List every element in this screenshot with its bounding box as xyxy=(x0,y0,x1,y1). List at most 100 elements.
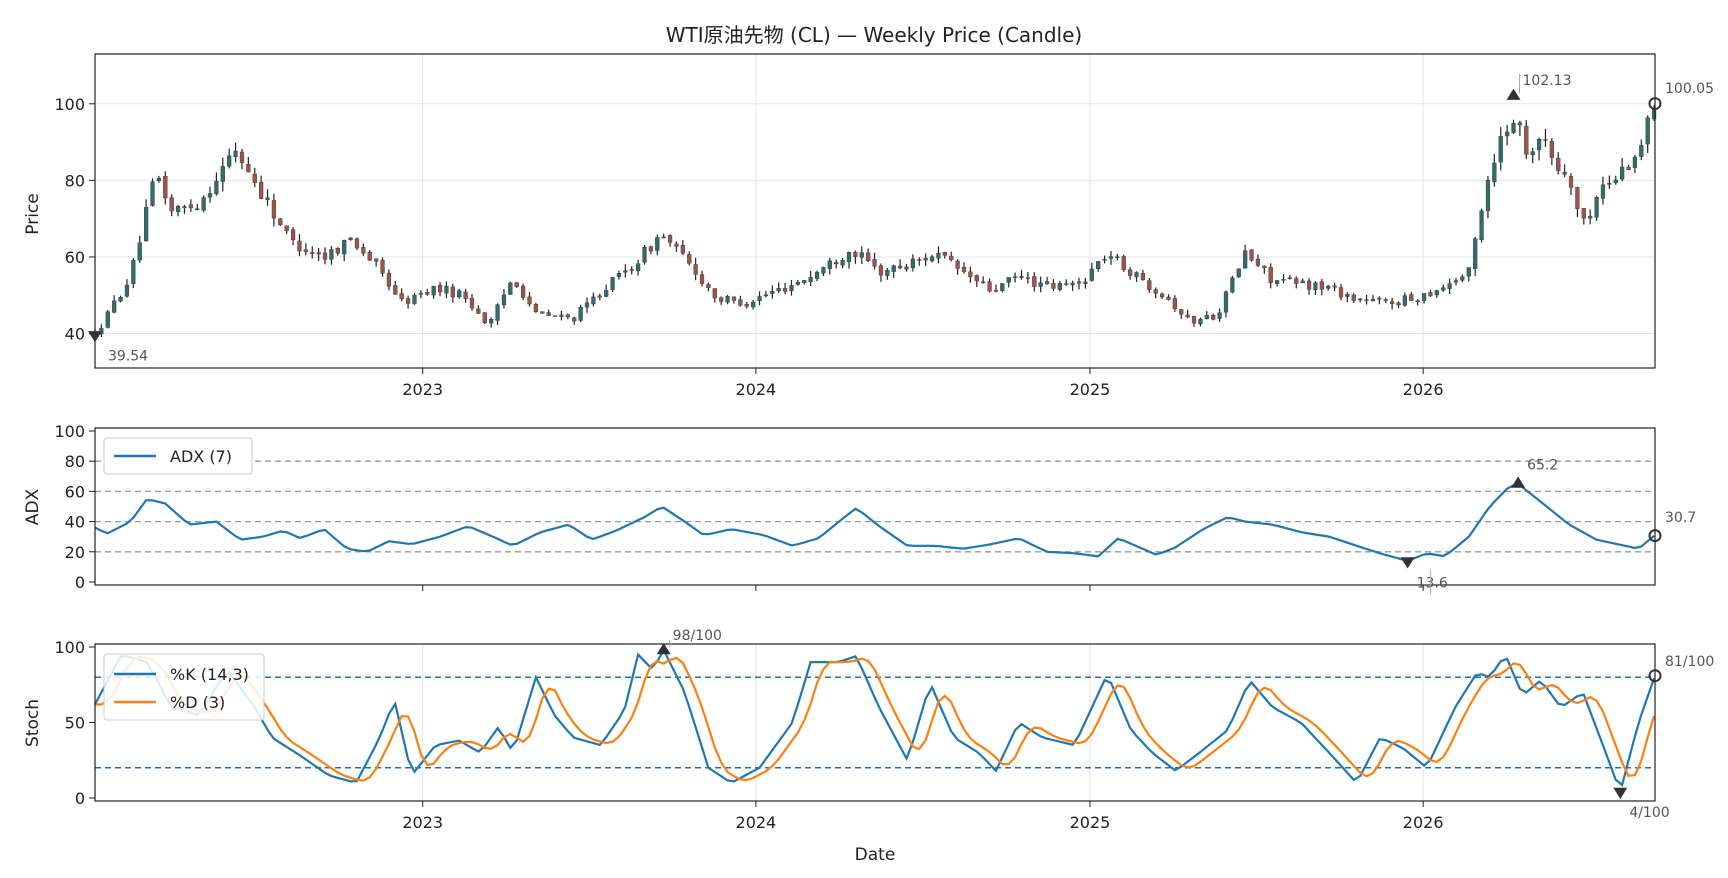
candle-body xyxy=(393,285,398,295)
candle-body xyxy=(1204,315,1209,319)
adx-panel: 0 20 40 60 80 100 ADX ADX (7) 65.2 13.6 30.7 xyxy=(23,422,1696,594)
candle-body xyxy=(252,173,257,183)
stoch-y-tick-label: 50 xyxy=(65,714,85,733)
candle-body xyxy=(1351,294,1356,301)
candle-body xyxy=(1441,287,1446,291)
candle-body xyxy=(1057,282,1062,290)
stoch-annotations: 98/100 4/100 81/100 xyxy=(656,628,1714,821)
candle-body xyxy=(949,255,954,260)
candle-body xyxy=(629,269,634,271)
candle-body xyxy=(405,298,411,304)
candle-body xyxy=(1345,294,1350,297)
candle-body xyxy=(290,229,296,241)
candle-body xyxy=(1396,302,1401,306)
candle-body xyxy=(1626,166,1631,171)
price-annotations: 102.13 39.54 100.05 xyxy=(88,73,1714,364)
candle-body xyxy=(1460,276,1465,281)
candle-body xyxy=(163,175,168,199)
candle-body xyxy=(1326,285,1331,289)
candle-body xyxy=(961,267,967,272)
candle-body xyxy=(1568,176,1574,188)
candle-body xyxy=(616,273,622,277)
price-last-marker xyxy=(1648,97,1662,111)
stoch-min-label: 4/100 xyxy=(1629,805,1669,821)
stoch-y-tick-label: 100 xyxy=(54,638,85,657)
candle-body xyxy=(1421,293,1427,301)
candle-body xyxy=(853,251,858,257)
candle-body xyxy=(866,252,871,262)
candle-body xyxy=(1121,256,1126,270)
candle-body xyxy=(1191,316,1197,324)
candle-body xyxy=(974,275,979,282)
candle-body xyxy=(1511,123,1516,133)
candle-body xyxy=(1575,187,1580,209)
candle-body xyxy=(1013,276,1018,278)
price-x-tick-label: 2025 xyxy=(1070,380,1111,399)
candle-body xyxy=(1159,293,1165,298)
candle-body xyxy=(1217,312,1222,319)
candle-body xyxy=(1607,183,1612,185)
candle-body xyxy=(131,260,136,284)
adx-y-tick-label: 20 xyxy=(65,543,85,562)
price-x-tick-label: 2024 xyxy=(736,380,777,399)
candle-body xyxy=(329,249,334,260)
adx-y-tick-label: 0 xyxy=(75,573,85,592)
candle-body xyxy=(1083,281,1088,284)
price-y-tick-label: 80 xyxy=(65,171,85,190)
candle-body xyxy=(655,237,660,251)
price-y-ticks: 40 60 80 100 xyxy=(54,95,95,344)
candle-body xyxy=(929,256,935,262)
candle-body xyxy=(1562,171,1567,175)
stoch-x-tick-label: 2024 xyxy=(736,813,777,832)
candle-body xyxy=(361,247,366,254)
candle-body xyxy=(821,267,826,274)
candle-body xyxy=(1383,299,1388,302)
candle-body xyxy=(1620,166,1625,180)
candle-body xyxy=(1517,122,1523,126)
candle-body xyxy=(1466,267,1471,277)
candle-body xyxy=(322,252,328,260)
candle-body xyxy=(904,266,909,270)
candle-body xyxy=(1102,259,1107,261)
candle-body xyxy=(981,281,986,284)
candle-body xyxy=(195,208,200,211)
candle-body xyxy=(431,285,436,296)
candle-body xyxy=(489,319,494,324)
candle-body xyxy=(808,277,813,283)
adx-min-marker xyxy=(1400,557,1415,569)
candle-body xyxy=(584,302,590,308)
candle-body xyxy=(623,270,628,273)
adx-ylabel: ADX xyxy=(23,488,43,525)
candle-body xyxy=(271,200,277,219)
x-axis-label: Date xyxy=(855,845,896,865)
candle-body xyxy=(1370,298,1376,302)
candle-body xyxy=(680,244,685,254)
stoch-legend-d-label: %D (3) xyxy=(170,693,225,712)
candle-body xyxy=(546,312,551,316)
candle-body xyxy=(1453,280,1459,283)
price-max-marker xyxy=(1506,88,1521,100)
adx-frame xyxy=(94,427,1656,586)
candle-body xyxy=(342,239,347,255)
candle-body xyxy=(1479,210,1484,241)
stoch-last-marker xyxy=(1648,669,1662,683)
stoch-x-ticks: 2023 2024 2025 2026 xyxy=(402,801,1444,832)
candle-body xyxy=(220,166,225,182)
adx-y-tick-label: 80 xyxy=(65,452,85,471)
candle-body xyxy=(1300,280,1305,284)
stoch-x-tick-label: 2025 xyxy=(1070,813,1111,832)
candle-body xyxy=(642,247,647,263)
candle-body xyxy=(789,285,794,292)
stoch-max-label: 98/100 xyxy=(673,628,722,644)
adx-y-tick-label: 100 xyxy=(54,422,85,441)
candle-body xyxy=(1639,145,1644,157)
candle-body xyxy=(917,259,922,261)
candle-body xyxy=(1147,280,1152,290)
candle-body xyxy=(527,296,532,305)
candle-body xyxy=(942,252,947,256)
candle-body xyxy=(719,297,724,302)
candle-body xyxy=(105,311,110,328)
candle-body xyxy=(144,207,149,242)
adx-last-label: 30.7 xyxy=(1665,510,1696,526)
candle-body xyxy=(137,242,142,261)
